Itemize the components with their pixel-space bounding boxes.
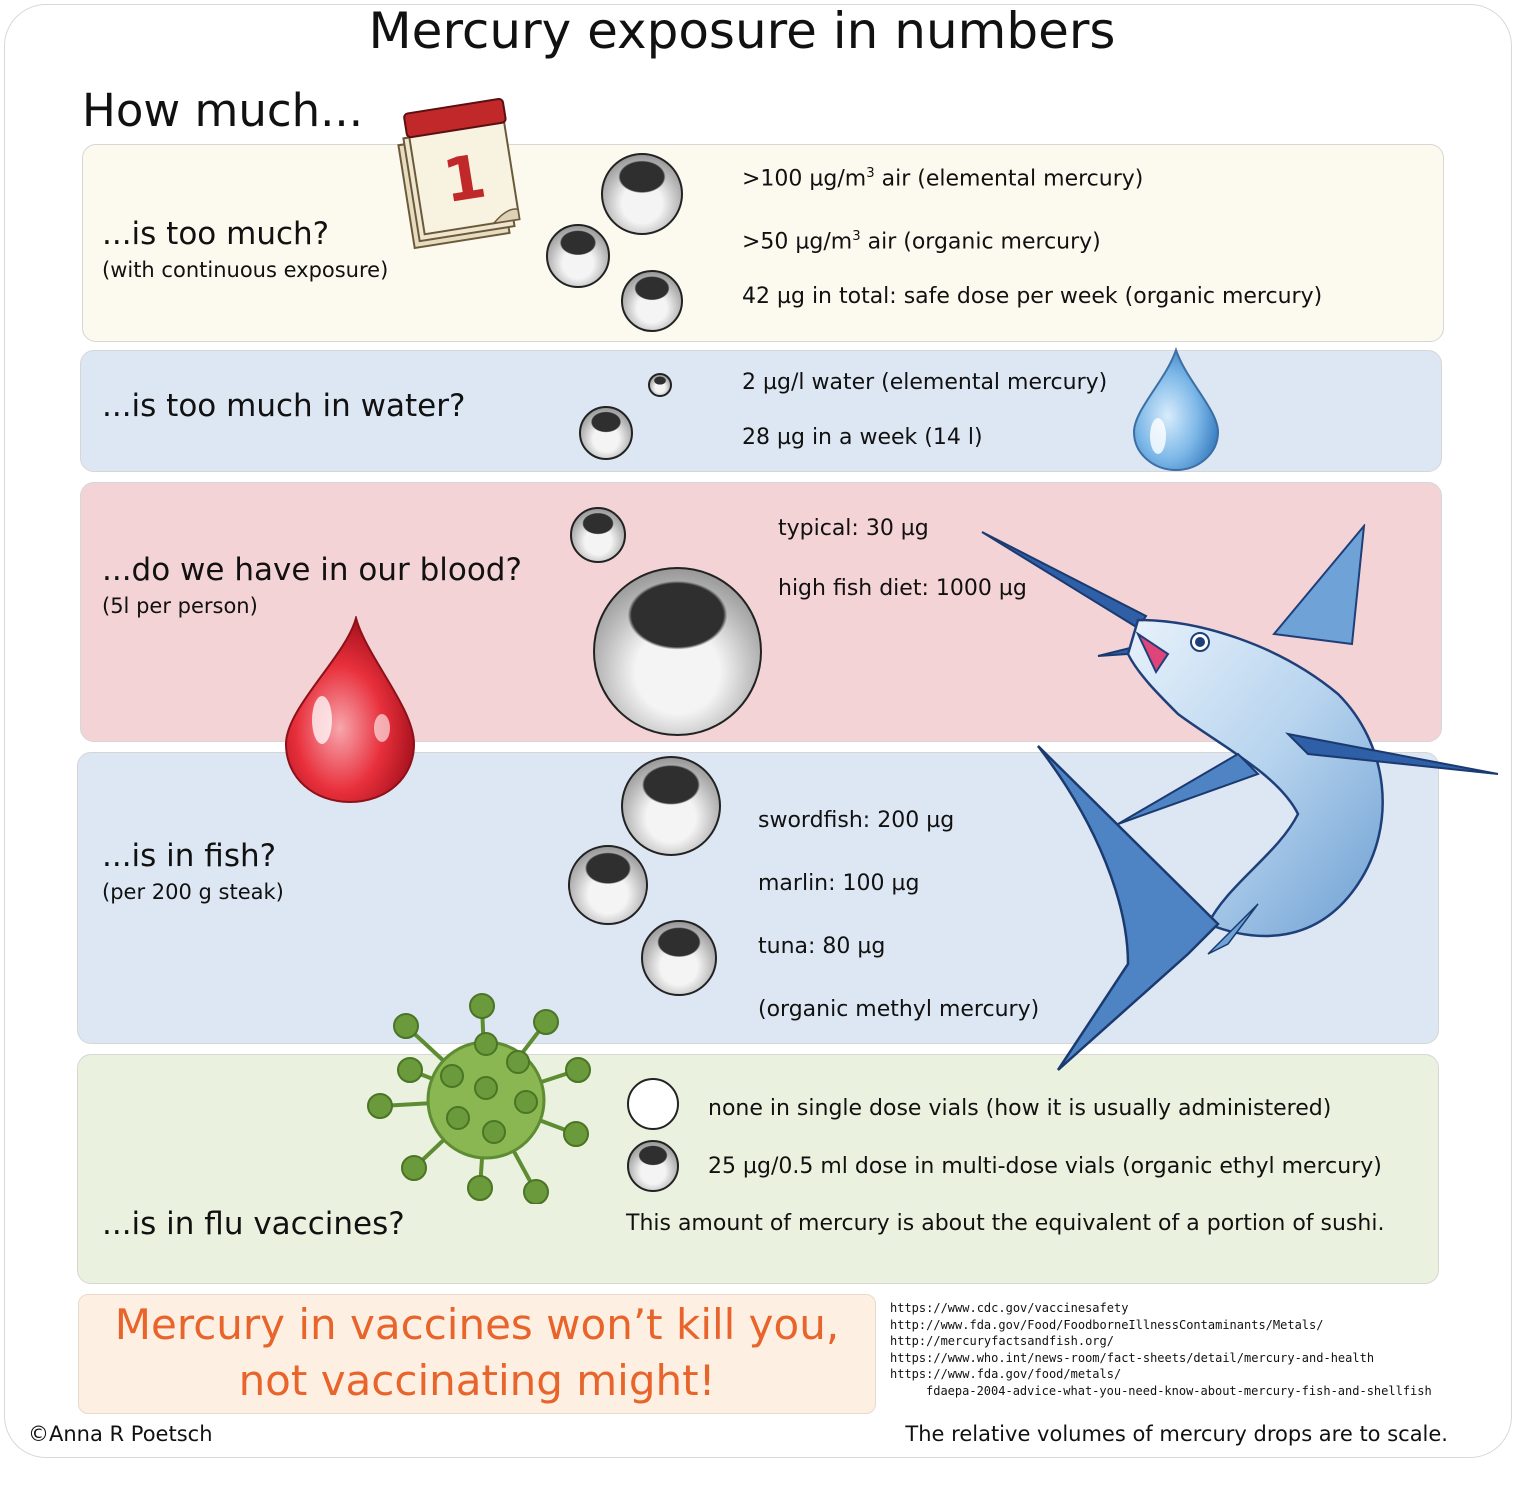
virus-icon xyxy=(367,993,591,1204)
mercury-drop-icon xyxy=(579,406,633,460)
mercury-drop-icon xyxy=(601,153,683,235)
mercury-drop-icon xyxy=(627,1140,679,1192)
reference-link[interactable]: https://www.cdc.gov/vaccinesafety xyxy=(890,1301,1129,1315)
air-organic-value: >50 µg/m3 air (organic mercury) xyxy=(742,229,1101,255)
reference-list: https://www.cdc.gov/vaccinesafety http:/… xyxy=(890,1300,1432,1400)
mercury-drop-icon xyxy=(621,270,683,332)
mercury-drop-icon xyxy=(641,920,717,996)
blood-drop-icon xyxy=(284,616,416,804)
reference-link[interactable]: http://mercuryfactsandfish.org/ xyxy=(890,1334,1114,1349)
empty-drop-icon xyxy=(627,1078,679,1130)
air-elemental-value: >100 µg/m3 air (elemental mercury) xyxy=(742,166,1144,192)
question-vaccines: ...is in flu vaccines? xyxy=(102,1206,405,1242)
mercury-drop-icon xyxy=(570,507,626,563)
motto-box: Mercury in vaccines won’t kill you, not … xyxy=(78,1294,876,1414)
mercury-drop-icon xyxy=(621,756,721,856)
multi-dose-value: 25 µg/0.5 ml dose in multi-dose vials (o… xyxy=(708,1154,1382,1179)
methyl-mercury-note: (organic methyl mercury) xyxy=(758,997,1040,1022)
panel-fish xyxy=(77,752,1439,1044)
water-drop-icon xyxy=(1132,346,1220,472)
copyright: ©Anna R Poetsch xyxy=(28,1422,213,1446)
motto-line-1: Mercury in vaccines won’t kill you, xyxy=(114,1300,840,1349)
reference-link[interactable]: https://www.who.int/news-room/fact-sheet… xyxy=(890,1350,1375,1365)
tuna-value: tuna: 80 µg xyxy=(758,934,886,959)
calendar-icon: 1 xyxy=(397,97,521,250)
water-week-value: 28 µg in a week (14 l) xyxy=(742,425,983,450)
blood-typical-value: typical: 30 µg xyxy=(778,516,929,541)
reference-link[interactable]: http://www.fda.gov/Food/FoodborneIllness… xyxy=(890,1317,1324,1332)
note-blood-volume: (5l per person) xyxy=(102,594,258,618)
question-too-much: ...is too much? xyxy=(102,216,330,252)
question-blood: ...do we have in our blood? xyxy=(102,552,522,588)
marlin-fish-icon xyxy=(981,524,1499,1071)
blood-high-fish-value: high fish diet: 1000 µg xyxy=(778,576,1027,601)
page-subtitle: How much... xyxy=(82,84,364,137)
panel-vaccine xyxy=(77,1054,1439,1284)
page-title: Mercury exposure in numbers xyxy=(368,2,1116,60)
panel-water xyxy=(80,350,1442,472)
question-water: ...is too much in water? xyxy=(102,388,466,424)
reference-link[interactable]: fdaepa-2004-advice-what-you-need-know-ab… xyxy=(926,1383,1432,1398)
note-steak-size: (per 200 g steak) xyxy=(102,880,284,904)
safe-dose-week: 42 µg in total: safe dose per week (orga… xyxy=(742,284,1323,309)
single-dose-value: none in single dose vials (how it is usu… xyxy=(708,1096,1332,1121)
mercury-drop-icon xyxy=(593,567,762,736)
sushi-equivalent-note: This amount of mercury is about the equi… xyxy=(626,1211,1385,1236)
outer-frame xyxy=(4,4,1512,1458)
motto-line-2: not vaccinating might! xyxy=(238,1356,716,1405)
scale-note: The relative volumes of mercury drops ar… xyxy=(905,1422,1448,1446)
marlin-value: marlin: 100 µg xyxy=(758,871,920,896)
note-continuous-exposure: (with continuous exposure) xyxy=(102,258,389,282)
swordfish-value: swordfish: 200 µg xyxy=(758,808,955,833)
mercury-drop-icon xyxy=(568,845,648,925)
question-fish: ...is in fish? xyxy=(102,838,277,874)
water-elemental-value: 2 µg/l water (elemental mercury) xyxy=(742,370,1108,395)
mercury-drop-icon xyxy=(648,373,672,397)
panel-air xyxy=(82,144,1444,342)
reference-link[interactable]: https://www.fda.gov/food/metals/ xyxy=(890,1367,1122,1382)
mercury-drop-icon xyxy=(546,224,610,288)
